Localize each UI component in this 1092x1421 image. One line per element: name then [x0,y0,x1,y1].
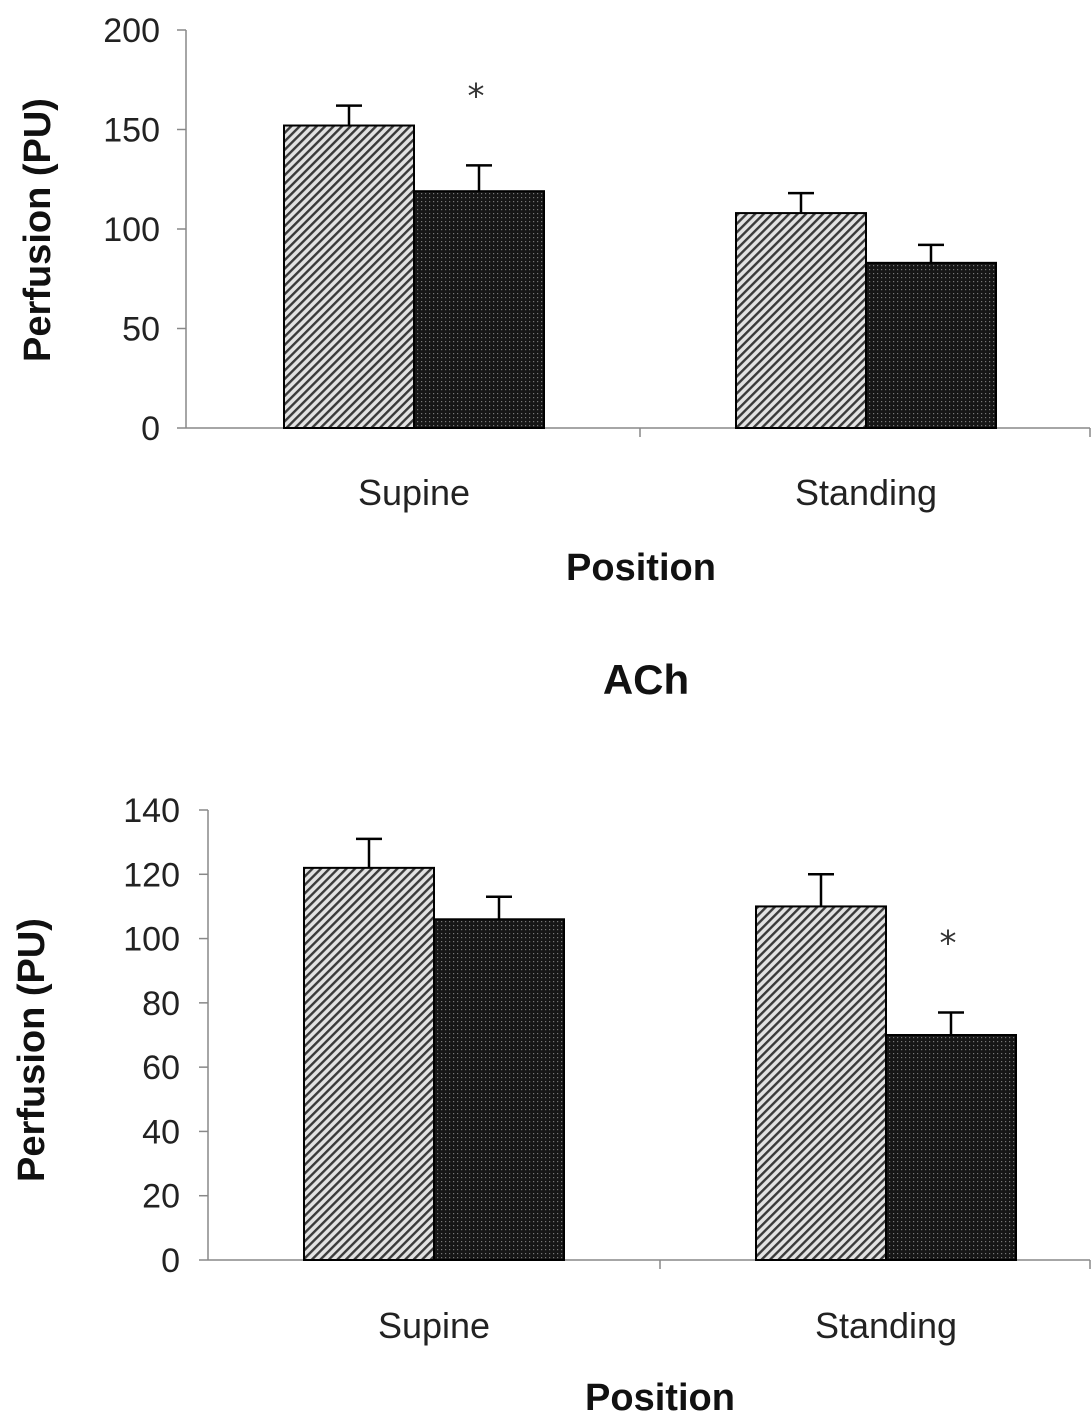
chart-top-bar-standing-s1 [735,212,867,429]
chart-bottom-ytick-label: 80 [142,985,180,1023]
chart-bottom-ytick-label: 100 [123,921,180,959]
chart-top-bar-supine-s1 [283,124,415,430]
chart-top-ylabel: Perfusion (PU) [17,98,59,362]
chart-bottom-ytick-label: 60 [142,1049,180,1087]
chart-top-ytick-label: 100 [103,211,160,249]
chart-bottom-ylabel: Perfusion (PU) [11,918,53,1182]
chart-top: Perfusion (PU) Position 0 50 100 150 200 Supi… [17,12,1091,589]
chart-top-ytick-label: 0 [141,410,160,448]
chart-bottom-category-label: Standing [815,1305,957,1346]
chart-bottom-significance-mark: * [940,924,957,964]
chart-bottom-bar-supine-s1 [303,866,435,1261]
chart-top-ytick-label: 200 [103,12,160,50]
chart-top-ytick-label: 50 [122,311,160,349]
chart-bottom-bar-standing-s2 [885,1034,1017,1261]
chart-top-category-label: Standing [795,472,937,513]
chart-bottom-ytick-label: 140 [123,792,180,830]
chart-top-xlabel: Position [566,547,716,589]
chart-bottom-ytick-label: 20 [142,1178,180,1216]
chart-bottom-xlabel: Position [585,1377,735,1419]
chart-bottom-ytick-label: 40 [142,1113,180,1151]
chart-bottom-ytick-label: 0 [161,1242,180,1280]
chart-top-significance-mark: * [468,76,485,116]
chart-top-ytick-label: 150 [103,112,160,150]
chart-top-category-label: Supine [358,472,470,513]
chart-bottom-title: ACh [603,656,689,703]
chart-bottom-category-label: Supine [378,1305,490,1346]
chart-bottom-ytick-label: 120 [123,856,180,894]
chart-bottom: Perfusion (PU) Position 0 20 40 60 80 100 120 1… [11,792,1091,1419]
chart-bottom-bar-supine-s2 [433,918,565,1261]
chart-top-bar-standing-s2 [865,261,997,429]
chart-top-bar-supine-s2 [413,190,545,429]
chart-bottom-bar-standing-s1 [755,905,887,1262]
